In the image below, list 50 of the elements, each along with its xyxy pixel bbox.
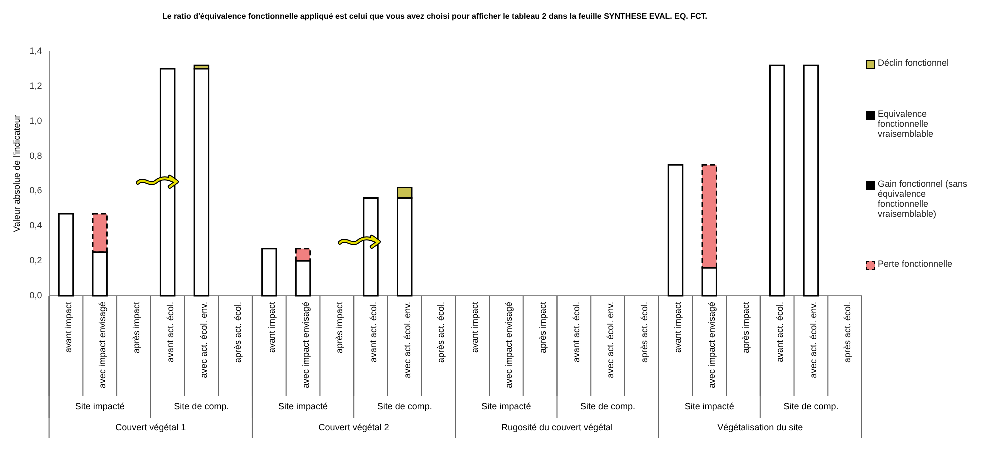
chart-title: Le ratio d'équivalence fonctionnelle appliqué est celui que vous avez choisi pour afficher le tableau 2 dans la feuille SYNTHESE EVAL. EQ. FCT.	[162, 12, 708, 22]
text: Site de comp.	[174, 401, 230, 412]
text: Site de comp.	[784, 401, 839, 412]
y-tick-label: 1,0	[30, 116, 42, 126]
x-tick-label: avec act. écol. env.	[606, 302, 616, 378]
text: Site impacté	[75, 401, 125, 412]
x-tick-label: après impact	[740, 302, 751, 354]
x-tick-label: avant impact	[64, 302, 74, 354]
text: Site impacté	[482, 401, 532, 412]
x-tick-label: avec impact envisagé	[300, 302, 311, 389]
x-tick-label: après act. écol.	[842, 302, 853, 364]
x-tick-label: après act. écol.	[436, 302, 446, 364]
x-tick-label: avec impact envisagé	[707, 302, 718, 389]
x-tick-label: avant act. écol.	[368, 302, 378, 363]
x-tick-label: avant act. écol.	[774, 302, 785, 363]
x-tick-label: avec act. écol. env.	[402, 302, 412, 378]
x-tick-label: avant impact	[673, 302, 684, 354]
x-tick-label: avec impact envisagé	[98, 302, 108, 389]
x-tick-label: après impact	[131, 302, 142, 354]
y-tick-label: 0,2	[30, 256, 42, 266]
x-tick-label: avec act. écol. env.	[808, 302, 819, 378]
x-tick-label: avant act. écol.	[572, 302, 582, 363]
y-tick-label: 1,2	[30, 81, 42, 91]
text: Site impacté	[278, 401, 328, 412]
legend-label: Gain fonctionnel (sans équivalence fonctionnelle vraisemblable)	[878, 179, 969, 219]
y-tick-label: 0,6	[30, 186, 42, 196]
legend-label: Perte fonctionnelle	[878, 259, 953, 269]
x-tick-label: avec impact envisagé	[504, 302, 514, 389]
text: Site de comp.	[377, 401, 432, 412]
text: Rugosité du couvert végétal	[501, 422, 614, 432]
x-tick-label: avant impact	[266, 302, 277, 354]
y-tick-label: 0,8	[30, 150, 42, 161]
y-tick-label: 0,0	[30, 290, 42, 300]
x-tick-label: après impact	[334, 302, 345, 354]
x-tick-label: après impact	[538, 302, 548, 354]
x-tick-label: avant act. écol.	[165, 302, 176, 363]
legend-label: Déclin fonctionnel	[878, 58, 950, 68]
text: Site de comp.	[580, 401, 636, 412]
x-tick-label: avec act. écol. env.	[199, 302, 210, 378]
text: Couvert végétal 2	[318, 422, 390, 432]
x-tick-label: après act. écol.	[233, 302, 244, 364]
y-axis-title: Valeur absolue de l'indicateur	[12, 115, 22, 232]
y-tick-label: 1,4	[30, 46, 42, 56]
y-tick-label: 0,4	[30, 220, 42, 231]
x-tick-label: après act. écol.	[639, 302, 650, 364]
text: Couvert végétal 1	[116, 422, 186, 432]
legend-label: Equivalence fonctionnelle vraisemblable	[878, 109, 935, 139]
x-tick-label: avant impact	[470, 302, 480, 354]
text: Site impacté	[684, 401, 734, 412]
text: Végétalisation du site	[718, 422, 804, 432]
